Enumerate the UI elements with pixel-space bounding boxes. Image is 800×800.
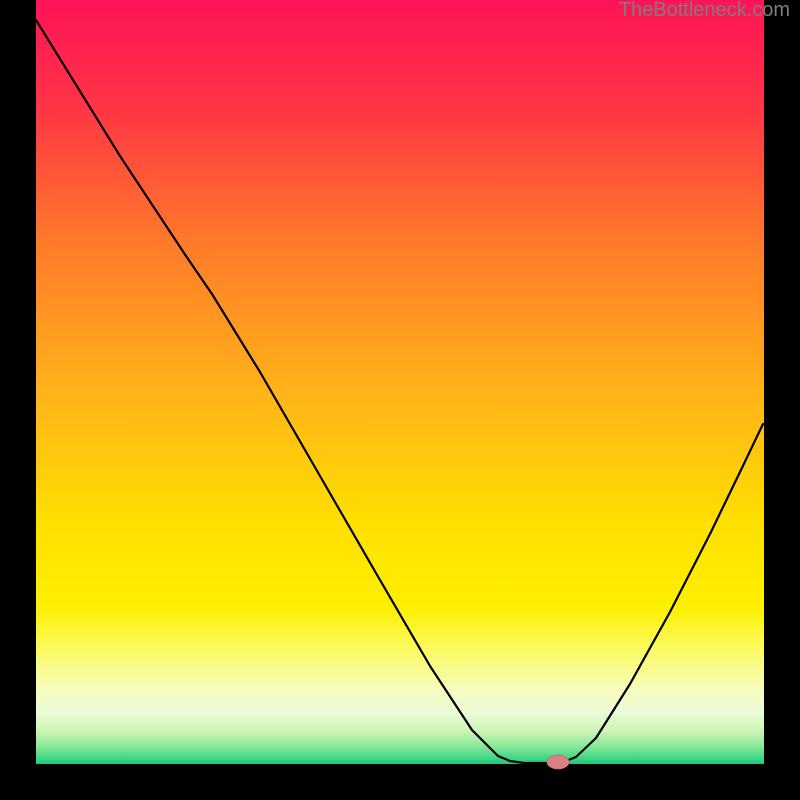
right-border (764, 0, 800, 800)
bottom-border (0, 764, 800, 800)
chart-container: TheBottleneck.com (0, 0, 800, 800)
watermark-text: TheBottleneck.com (619, 0, 790, 20)
left-border (0, 0, 36, 800)
plot-area (36, 20, 764, 764)
